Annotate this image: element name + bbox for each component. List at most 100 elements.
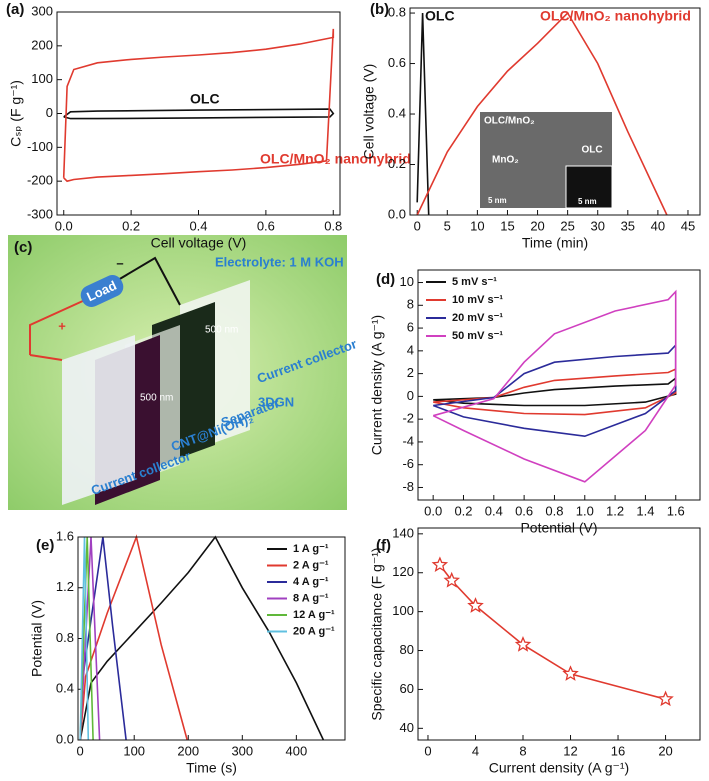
x-tick-label: 16 [611,743,625,758]
plate-collector-front [62,335,135,505]
y-tick-label: 8 [407,297,414,312]
y-tick-label: 1.2 [56,579,74,594]
y-tick-label: -4 [402,433,414,448]
x-tick-label: 1.2 [606,503,624,518]
x-tick-label: 0.8 [324,218,342,233]
y-tick-label: 140 [392,525,414,540]
x-tick-label: 5 [444,218,451,233]
panel-label: (e) [36,537,54,554]
x-tick-label: 0.0 [55,218,73,233]
panel-label: (c) [14,239,32,256]
y-tick-label: 100 [31,71,53,86]
y-tick-label: 200 [31,37,53,52]
x-tick-label: 35 [621,218,635,233]
inset-diffraction [565,165,613,209]
x-tick-label: 0.4 [485,503,503,518]
y-tick-label: 300 [31,3,53,18]
y-tick-label: -2 [402,411,414,426]
x-tick-label: 10 [470,218,484,233]
x-tick-label: 0 [77,743,84,758]
plot-frame [77,536,346,741]
y-tick-label: 0.8 [56,630,74,645]
plot-frame [56,11,341,216]
y-tick-label: 60 [400,681,414,696]
y-tick-label: 0.4 [388,105,406,120]
x-tick-label: 400 [286,743,308,758]
x-tick-label: 1.4 [636,503,654,518]
series-line [79,534,188,741]
x-axis-label: Cell voltage (V) [151,235,247,251]
y-tick-label: 120 [392,564,414,579]
x-tick-label: 45 [681,218,695,233]
legend-label: 20 mV s⁻¹ [452,312,503,324]
minus-sign: – [116,255,123,270]
y-tick-label: 80 [400,642,414,657]
point-marker [431,556,449,572]
point-marker [514,636,532,652]
series-label: OLC [425,8,455,24]
x-tick-label: 0.6 [257,218,275,233]
point-marker [467,597,484,613]
x-tick-label: 20 [530,218,544,233]
series-line [432,289,677,483]
x-tick-label: 20 [658,743,672,758]
x-tick-label: 0.2 [122,218,140,233]
x-tick-label: 200 [177,743,199,758]
plot-frame [409,7,701,216]
electrolyte-label: Electrolyte: 1 M KOH [215,254,344,269]
y-tick-label: -6 [402,456,414,471]
legend-label: 5 mV s⁻¹ [452,276,497,288]
y-axis-label: Cell voltage (V) [361,64,377,160]
y-tick-label: 1.6 [56,528,74,543]
y-tick-label: -100 [27,139,53,154]
scale-bar-label: 500 nm [140,393,173,404]
series-line [416,12,430,216]
point-marker [443,571,461,588]
legend-label: 1 A g⁻¹ [293,543,329,555]
y-tick-label: 0.8 [388,4,406,19]
series-line [416,11,668,216]
y-tick-label: 0.2 [388,156,406,171]
y-tick-label: 4 [407,342,414,357]
y-tick-label: 10 [400,274,414,289]
y-tick-label: 0.0 [388,206,406,221]
y-tick-label: -300 [27,206,53,221]
legend-label: 10 mV s⁻¹ [452,294,503,306]
y-axis-label: Potential (V) [29,600,45,677]
x-tick-label: 0.6 [515,503,533,518]
y-tick-label: 0.4 [56,681,74,696]
diagram: (c) Electrolyte: 1 M KOH Load + – Curren… [8,235,359,510]
x-tick-label: 25 [560,218,574,233]
x-tick-label: 100 [123,743,145,758]
legend-label: 50 mV s⁻¹ [452,330,503,342]
x-tick-label: 0.0 [424,503,442,518]
series-label: OLC [190,91,220,107]
panel-label: (f) [376,537,391,554]
y-tick-label: -200 [27,173,53,188]
point-marker [562,665,579,681]
wire-positive-end [29,354,63,361]
x-tick-label: 1.6 [667,503,685,518]
y-tick-label: -8 [402,479,414,494]
inset-label: OLC/MnO₂ [484,116,535,127]
y-tick-label: 0 [407,388,414,403]
series-label: OLC/MnO₂ nanohybrid [260,151,411,167]
graphene-label: 3DGN [258,394,294,409]
x-tick-label: 0 [424,743,431,758]
series-label: OLC/MnO₂ nanohybrid [540,8,691,24]
x-tick-label: 40 [651,218,665,233]
series-line [432,343,677,438]
x-tick-label: 30 [590,218,604,233]
point-marker [657,690,674,707]
legend-label: 20 A g⁻¹ [293,625,335,637]
y-tick-label: 40 [400,720,414,735]
inset-label: MnO₂ [492,155,519,166]
y-tick-label: 2 [407,365,414,380]
series-line [63,108,335,120]
y-tick-label: 100 [392,603,414,618]
x-axis-label: Time (min) [522,235,588,251]
x-tick-label: 15 [500,218,514,233]
x-tick-label: 0.2 [454,503,472,518]
x-tick-label: 300 [231,743,253,758]
